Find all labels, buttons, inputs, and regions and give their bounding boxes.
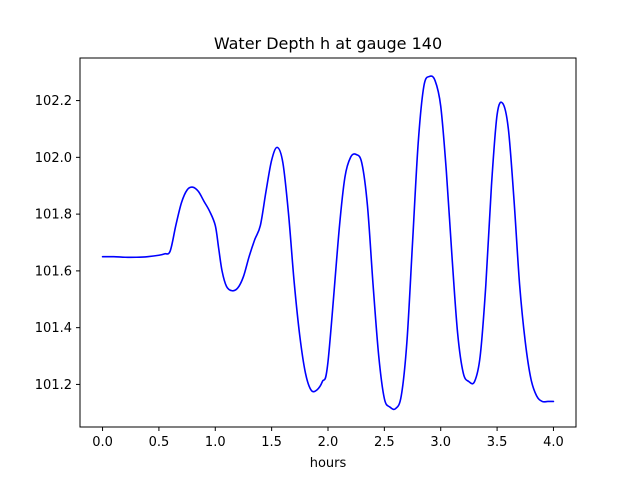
x-tick-label: 0.0 xyxy=(92,435,113,450)
chart-title: Water Depth h at gauge 140 xyxy=(214,34,442,53)
x-tick-label: 1.5 xyxy=(261,435,282,450)
y-tick-label: 102.2 xyxy=(35,94,72,109)
y-tick-label: 101.6 xyxy=(35,264,72,279)
data-layer xyxy=(101,75,555,411)
y-axis-ticks: 101.2 101.4 101.6 101.8 102.0 102.2 xyxy=(35,94,80,393)
y-tick-label: 101.8 xyxy=(35,208,72,223)
x-tick-label: 2.0 xyxy=(318,435,339,450)
x-tick-label: 2.5 xyxy=(374,435,395,450)
x-tick-label: 1.0 xyxy=(205,435,226,450)
x-tick-label: 4.0 xyxy=(543,435,564,450)
x-axis-title: hours xyxy=(310,456,347,471)
x-axis-ticks: 0.0 0.5 1.0 1.5 2.0 2.5 3.0 3.5 4.0 xyxy=(92,427,564,450)
series-line xyxy=(101,75,555,411)
y-tick-label: 101.2 xyxy=(35,378,72,393)
x-tick-label: 3.5 xyxy=(487,435,508,450)
y-tick-label: 102.0 xyxy=(35,151,72,166)
y-tick-label: 101.4 xyxy=(35,321,72,336)
x-tick-label: 0.5 xyxy=(149,435,170,450)
x-tick-label: 3.0 xyxy=(430,435,451,450)
